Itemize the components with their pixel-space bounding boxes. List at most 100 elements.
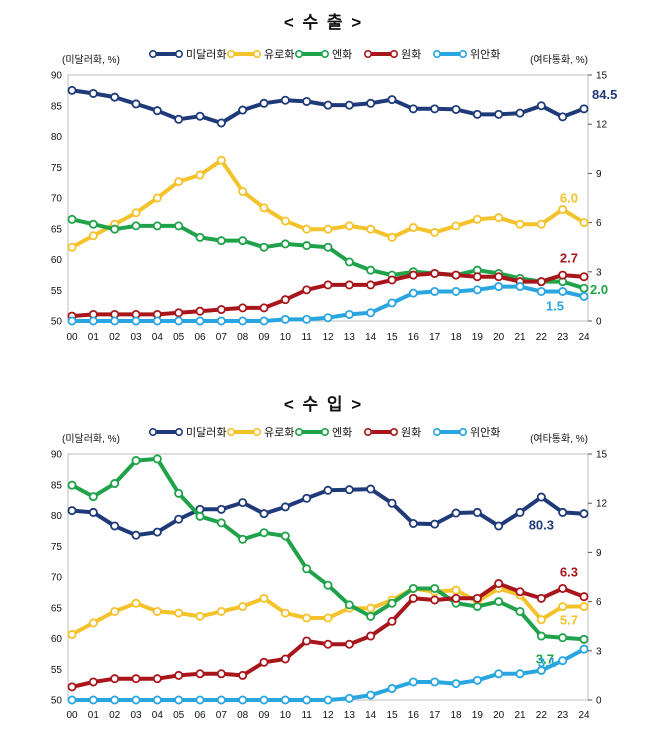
data-point xyxy=(88,88,98,98)
data-point xyxy=(515,507,525,517)
right-axis-tick: 12 xyxy=(596,120,608,131)
data-point xyxy=(280,239,290,249)
data-point xyxy=(472,602,482,612)
data-point xyxy=(387,298,397,308)
data-point xyxy=(323,313,333,323)
left-axis-tick: 55 xyxy=(51,286,63,297)
data-point xyxy=(387,498,397,508)
data-point xyxy=(88,316,98,326)
series-line xyxy=(70,158,586,250)
data-point xyxy=(323,280,333,290)
data-point xyxy=(238,498,248,508)
legend-marker xyxy=(149,427,158,436)
data-point xyxy=(238,602,248,612)
data-point xyxy=(216,669,226,679)
data-point xyxy=(88,231,98,241)
data-point xyxy=(110,224,120,234)
data-point xyxy=(174,177,184,187)
left-axis-unit: (미달러화, %) xyxy=(62,433,120,445)
left-axis-tick: 90 xyxy=(51,71,63,82)
legend-label: 위안화 xyxy=(470,426,500,439)
end-value-label: 80.3 xyxy=(529,518,554,533)
data-point xyxy=(280,502,290,512)
data-point xyxy=(152,674,162,684)
data-point xyxy=(238,236,248,246)
data-point xyxy=(88,695,98,705)
data-point xyxy=(536,492,546,502)
left-axis-tick: 80 xyxy=(51,511,63,522)
end-value-label: 6.3 xyxy=(560,565,578,580)
data-point xyxy=(67,480,77,490)
data-point xyxy=(451,286,461,296)
data-point xyxy=(174,114,184,124)
x-axis-tick: 04 xyxy=(152,710,164,721)
data-point xyxy=(174,514,184,524)
data-point xyxy=(131,316,141,326)
x-axis-tick: 13 xyxy=(344,710,356,721)
end-value-label: 1.5 xyxy=(546,298,564,313)
data-point xyxy=(344,693,354,703)
data-point xyxy=(387,616,397,626)
data-point xyxy=(472,507,482,517)
end-value-label: 3.1 xyxy=(538,655,556,670)
data-point xyxy=(280,216,290,226)
x-axis-tick: 11 xyxy=(301,332,312,343)
data-point xyxy=(558,583,568,593)
x-axis-tick: 10 xyxy=(280,332,292,343)
data-point xyxy=(472,214,482,224)
data-point xyxy=(430,595,440,605)
data-point xyxy=(259,242,269,252)
data-point xyxy=(536,631,546,641)
data-point xyxy=(323,580,333,590)
legend-marker xyxy=(363,427,372,436)
data-point xyxy=(323,100,333,110)
data-point xyxy=(494,579,504,589)
x-axis-tick: 20 xyxy=(493,710,505,721)
data-point xyxy=(152,106,162,116)
data-point xyxy=(152,193,162,203)
x-axis-tick: 16 xyxy=(408,710,420,721)
data-point xyxy=(451,104,461,114)
data-point xyxy=(430,286,440,296)
legend-label: 유로화 xyxy=(264,48,294,61)
data-point xyxy=(579,291,589,301)
data-point xyxy=(558,286,568,296)
data-point xyxy=(558,656,568,666)
data-point xyxy=(67,695,77,705)
data-point xyxy=(131,695,141,705)
data-point xyxy=(238,695,248,705)
data-point xyxy=(366,484,376,494)
x-axis-tick: 12 xyxy=(322,332,334,343)
data-point xyxy=(494,109,504,119)
x-axis-tick: 24 xyxy=(578,710,590,721)
chart-title-export: < 수 출 > xyxy=(283,13,364,32)
data-point xyxy=(216,606,226,616)
data-point xyxy=(88,618,98,628)
data-point xyxy=(110,674,120,684)
x-axis-tick: 04 xyxy=(152,332,164,343)
data-point xyxy=(408,223,418,233)
data-point xyxy=(515,606,525,616)
data-point xyxy=(430,227,440,237)
data-point xyxy=(536,665,546,675)
data-point xyxy=(280,654,290,664)
data-point xyxy=(430,583,440,593)
data-point xyxy=(536,219,546,229)
data-point xyxy=(366,308,376,318)
data-point xyxy=(110,521,120,531)
data-point xyxy=(430,677,440,687)
data-point xyxy=(366,690,376,700)
data-point xyxy=(344,221,354,231)
left-axis-tick: 85 xyxy=(51,101,63,112)
legend-marker xyxy=(363,49,372,58)
data-point xyxy=(579,602,589,612)
right-axis-tick: 3 xyxy=(596,267,602,278)
data-point xyxy=(152,316,162,326)
data-point xyxy=(195,695,205,705)
data-point xyxy=(195,511,205,521)
right-axis-tick: 0 xyxy=(596,317,602,328)
data-point xyxy=(536,286,546,296)
legend-marker xyxy=(175,427,184,436)
x-axis-tick: 09 xyxy=(258,710,270,721)
